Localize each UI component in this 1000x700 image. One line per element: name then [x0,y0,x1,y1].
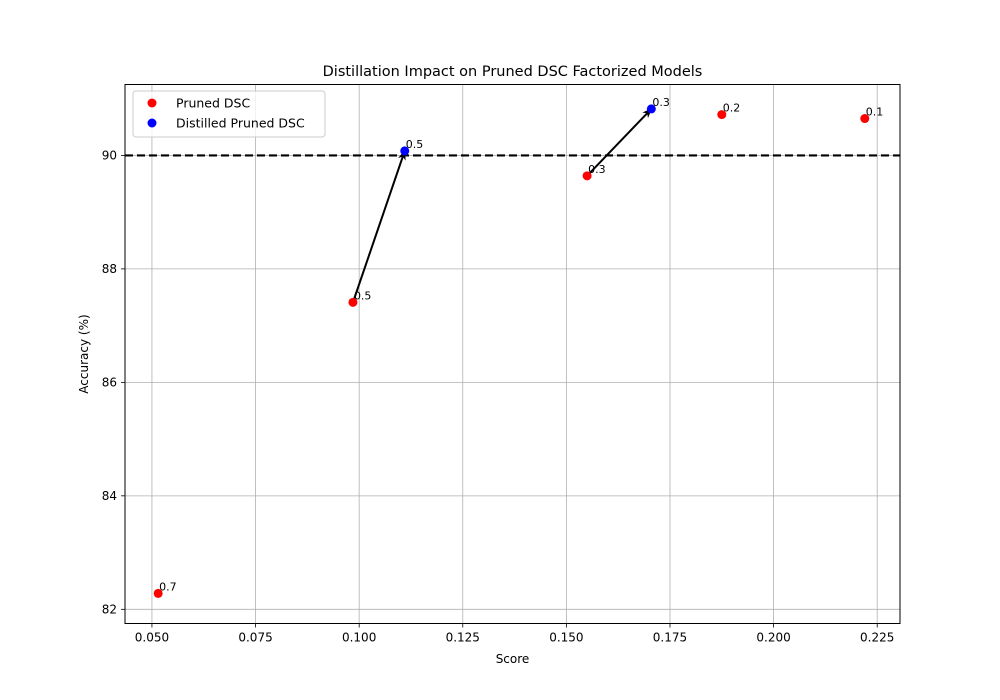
distilled-pruned-dsc-point-label: 0.5 [406,138,424,151]
distilled-pruned-dsc-point [400,146,410,156]
y-tick-label: 82 [102,602,117,616]
point-labels: 0.7 0.5 0.3 0.2 0.1 0.5 0.3 [159,96,883,594]
x-tick-label: 0.150 [549,631,583,645]
y-tick-label: 88 [102,262,117,276]
y-axis-label: Accuracy (%) [77,314,91,393]
arrows [351,108,653,303]
distilled-pruned-dsc-point-label: 0.3 [652,96,670,109]
legend-marker [147,98,157,108]
distillation-arrow [586,108,653,177]
pruned-dsc-point-label: 0.5 [354,289,372,302]
y-axis-ticks: 82 84 86 88 90 [102,148,125,616]
x-tick-label: 0.200 [756,631,790,645]
plot-area-frame [124,84,901,624]
pruned-dsc-point-label: 0.3 [588,163,606,176]
y-tick-label: 90 [102,148,117,162]
legend-label: Pruned DSC [176,96,250,111]
pruned-dsc-point [348,297,358,307]
pruned-dsc-point [582,171,592,181]
x-tick-label: 0.050 [135,631,169,645]
legend-label: Distilled Pruned DSC [176,116,305,131]
chart-title: Distillation Impact on Pruned DSC Factor… [323,64,703,80]
x-tick-label: 0.175 [653,631,687,645]
x-tick-label: 0.225 [860,631,894,645]
distillation-arrow [351,149,406,303]
data-points [153,104,870,598]
legend: Pruned DSC Distilled Pruned DSC [132,90,326,138]
legend-box [132,90,326,138]
x-axis-label: Score [496,652,530,666]
y-tick-label: 84 [102,489,117,503]
x-tick-label: 0.100 [342,631,376,645]
pruned-dsc-point-label: 0.2 [723,102,741,115]
pruned-dsc-point [153,588,163,598]
x-tick-label: 0.075 [238,631,272,645]
x-tick-label: 0.125 [446,631,480,645]
y-tick-label: 86 [102,375,117,389]
grid [125,84,900,624]
pruned-dsc-point [860,114,870,124]
pruned-dsc-point-label: 0.1 [866,106,884,119]
legend-marker [147,118,157,128]
distilled-pruned-dsc-point [646,104,656,114]
x-axis-ticks: 0.050 0.075 0.100 0.125 0.150 0.175 0.200 0.225 [135,623,894,645]
pruned-dsc-point-label: 0.7 [159,580,177,593]
pruned-dsc-point [717,110,727,120]
